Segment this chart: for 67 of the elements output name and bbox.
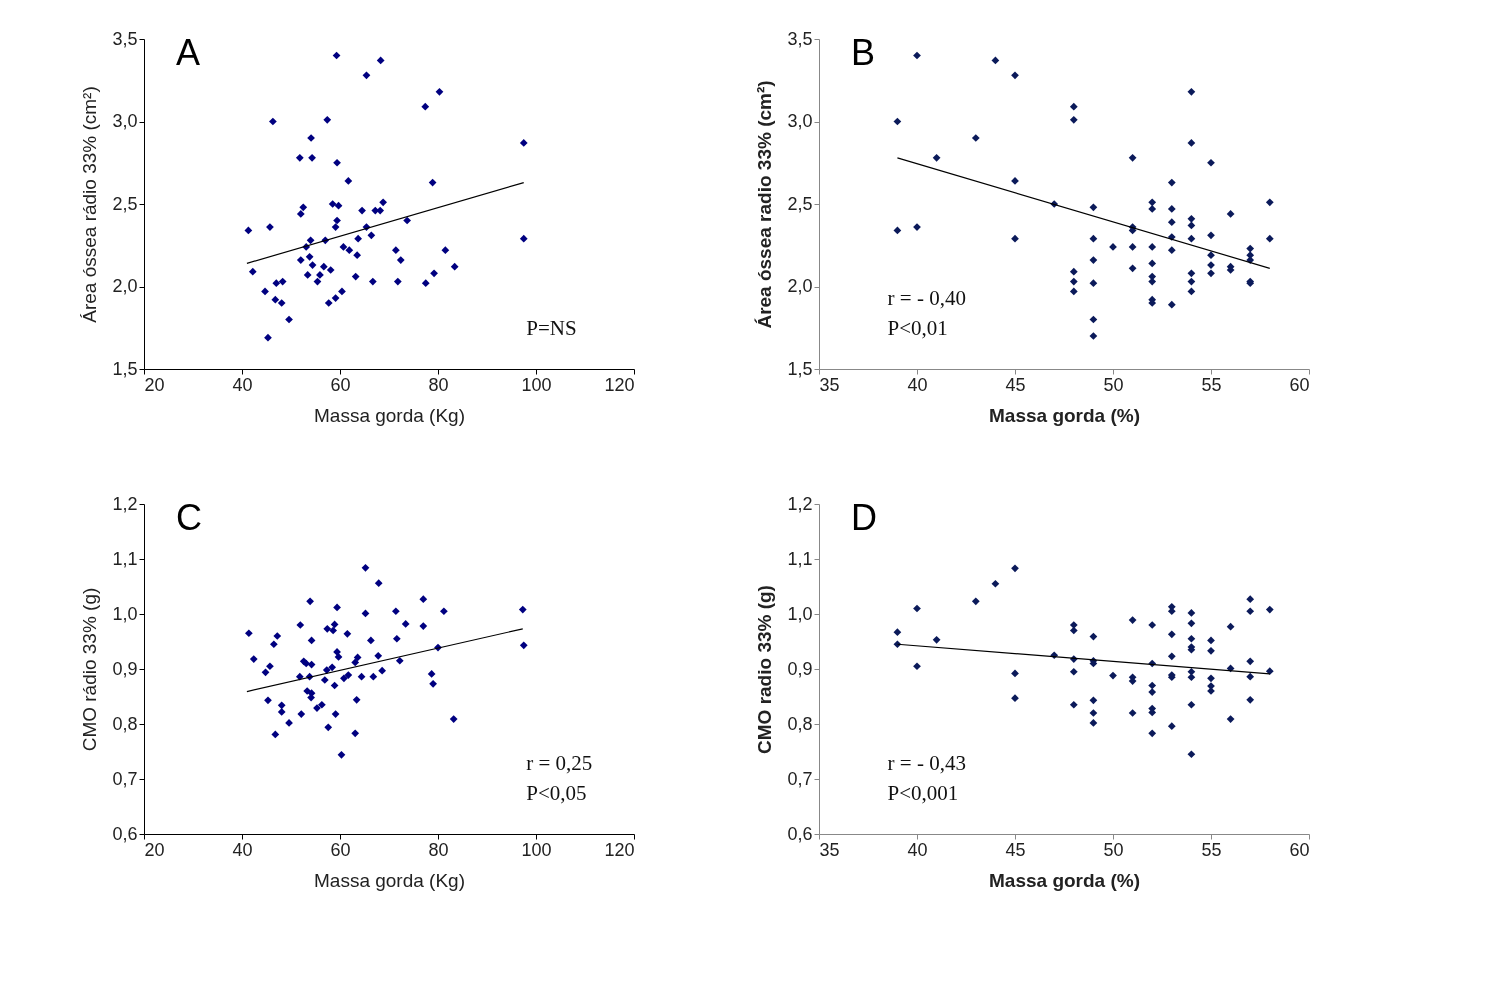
x-tick-label: 100 [521, 374, 552, 395]
y-tick-label: 0,6 [787, 823, 813, 844]
x-tick-label: 45 [1005, 374, 1026, 395]
y-tick-label: 1,5 [112, 358, 138, 379]
annotation: P=NS [526, 316, 577, 340]
x-axis-title: Massa gorda (%) [989, 404, 1140, 426]
y-tick-label: 1,1 [787, 548, 813, 569]
annotation: r = - 0,43 [887, 751, 966, 775]
annotation: C [176, 497, 202, 538]
x-tick-label: 120 [604, 374, 635, 395]
y-tick-label: 3,0 [112, 111, 138, 131]
y-axis-title: CMO rádio 33% (g) [79, 587, 101, 752]
y-tick-label: 0,9 [787, 658, 813, 679]
x-tick-label: 40 [907, 839, 928, 860]
annotation: P<0,05 [526, 781, 587, 805]
y-tick-label: 0,9 [112, 658, 138, 679]
y-tick-label: 1,0 [112, 603, 138, 624]
x-tick-label: 80 [428, 374, 449, 395]
y-tick-label: 1,2 [112, 493, 138, 514]
annotation: P<0,01 [887, 316, 948, 340]
x-tick-label: 60 [330, 839, 351, 860]
y-tick-label: 1,1 [112, 548, 138, 569]
x-tick-label: 45 [1005, 839, 1026, 860]
x-tick-label: 20 [144, 374, 165, 395]
x-tick-label: 20 [144, 839, 165, 860]
annotation: A [176, 32, 201, 73]
x-tick-label: 120 [604, 839, 635, 860]
x-tick-label: 55 [1201, 374, 1222, 395]
x-tick-label: 60 [1289, 839, 1310, 860]
annotation: r = 0,25 [526, 751, 593, 775]
annotation: B [851, 32, 876, 73]
x-tick-label: 60 [1289, 374, 1310, 395]
x-tick-label: 40 [232, 374, 253, 395]
x-axis-title: Massa gorda (Kg) [313, 869, 466, 891]
y-tick-label: 0,8 [787, 713, 813, 734]
x-tick-label: 35 [819, 374, 840, 395]
y-tick-label: 0,7 [787, 768, 813, 789]
y-axis-title: CMO radio 33% (g) [754, 585, 776, 754]
y-tick-label: 0,6 [112, 823, 138, 844]
annotation: P<0,001 [887, 781, 959, 805]
x-axis-title: Massa gorda (%) [989, 869, 1140, 891]
y-tick-label: 2,5 [787, 193, 813, 214]
annotation: D [851, 497, 877, 538]
x-tick-label: 40 [907, 374, 928, 395]
y-tick-label: 2,5 [112, 193, 138, 214]
y-tick-label: 1,0 [787, 603, 813, 624]
x-tick-label: 60 [330, 374, 351, 395]
y-axis-title: Área óssea radio 33% (cm²) [754, 80, 776, 329]
x-tick-label: 55 [1201, 839, 1222, 860]
x-tick-label: 50 [1103, 839, 1124, 860]
y-tick-label: 3,5 [112, 28, 138, 49]
y-tick-label: 3,0 [787, 111, 813, 131]
y-tick-label: 2,0 [112, 276, 138, 296]
x-tick-label: 80 [428, 839, 449, 860]
y-tick-label: 0,7 [112, 768, 138, 789]
x-tick-label: 40 [232, 839, 253, 860]
y-tick-label: 0,8 [112, 713, 138, 734]
y-tick-label: 1,2 [787, 493, 813, 514]
x-tick-label: 100 [521, 839, 552, 860]
x-axis-title: Massa gorda (Kg) [313, 404, 466, 426]
y-axis-title: Área óssea rádio 33% (cm²) [79, 86, 101, 323]
y-tick-label: 2,0 [787, 276, 813, 296]
x-tick-label: 35 [819, 839, 840, 860]
y-tick-label: 3,5 [787, 28, 813, 49]
y-tick-label: 1,5 [787, 358, 813, 379]
x-tick-label: 50 [1103, 374, 1124, 395]
annotation: r = - 0,40 [887, 286, 966, 310]
